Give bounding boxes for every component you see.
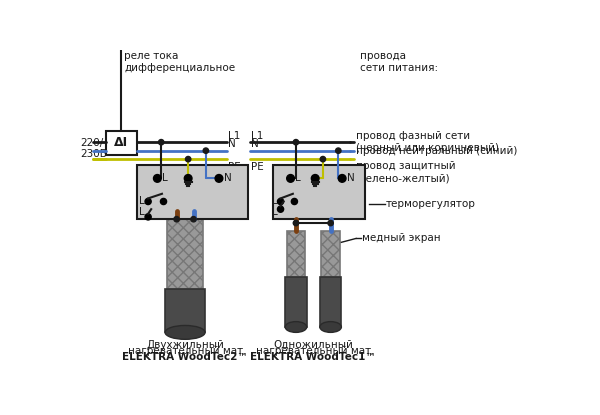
Bar (137, 165, 248, 219)
Bar (165, 288, 205, 332)
Circle shape (335, 148, 341, 154)
Circle shape (191, 217, 196, 222)
Circle shape (311, 175, 319, 182)
Ellipse shape (320, 322, 341, 332)
Circle shape (185, 156, 191, 162)
Text: L: L (139, 196, 145, 207)
Circle shape (293, 139, 299, 145)
Circle shape (184, 175, 192, 182)
Circle shape (174, 217, 179, 222)
Bar (167, 212, 203, 288)
Circle shape (277, 198, 284, 205)
Text: ΔI: ΔI (114, 136, 128, 149)
Text: провод нейтральный (синий): провод нейтральный (синий) (356, 146, 517, 156)
Circle shape (287, 175, 295, 182)
Circle shape (328, 220, 333, 226)
Text: L1: L1 (251, 131, 263, 141)
Text: Двухжильный: Двухжильный (146, 340, 224, 350)
Circle shape (320, 156, 326, 162)
Text: Одножильный: Одножильный (274, 340, 353, 350)
Text: ELEKTRA WoodTec1™: ELEKTRA WoodTec1™ (250, 352, 376, 362)
Circle shape (293, 220, 299, 226)
Circle shape (145, 198, 151, 205)
Bar (320, 277, 341, 327)
Ellipse shape (285, 322, 307, 332)
Circle shape (154, 175, 161, 182)
Text: провода
сети питания:: провода сети питания: (360, 51, 438, 73)
Text: провод защитный
(зелено-желтый): провод защитный (зелено-желтый) (356, 161, 455, 183)
Text: PE: PE (228, 162, 241, 172)
Text: L: L (295, 173, 301, 183)
Text: N: N (224, 173, 232, 183)
Circle shape (160, 198, 167, 205)
Circle shape (277, 206, 284, 212)
Circle shape (158, 139, 164, 145)
Bar (285, 277, 307, 327)
Circle shape (338, 175, 346, 182)
Ellipse shape (165, 325, 205, 339)
Text: N: N (251, 139, 259, 149)
Text: L1: L1 (228, 131, 241, 141)
Text: L: L (139, 207, 145, 217)
Circle shape (215, 175, 223, 182)
Circle shape (292, 198, 298, 205)
Bar (273, 165, 365, 219)
Text: нагревательный мат: нагревательный мат (128, 346, 242, 356)
Text: провод фазный сети
(черный или коричневый): провод фазный сети (черный или коричневы… (356, 132, 499, 153)
Text: L: L (162, 173, 168, 183)
Bar (287, 231, 305, 277)
Bar (322, 231, 340, 277)
Text: L: L (272, 207, 277, 217)
Text: реле тока
дифференциальное: реле тока дифференциальное (124, 51, 235, 73)
Text: ELEKTRA WoodTec2™: ELEKTRA WoodTec2™ (122, 352, 248, 362)
Text: L: L (272, 196, 277, 207)
Bar (106, 131, 137, 155)
Text: N: N (347, 173, 355, 183)
Text: PE: PE (251, 162, 264, 172)
Text: медный экран: медный экран (362, 234, 441, 244)
Circle shape (203, 148, 209, 154)
Text: терморегулятор: терморегулятор (386, 199, 476, 209)
Circle shape (145, 214, 151, 220)
Text: N: N (228, 139, 236, 149)
Text: нагревательный мат: нагревательный мат (256, 346, 371, 356)
Text: 220/
230В: 220/ 230В (80, 137, 107, 159)
